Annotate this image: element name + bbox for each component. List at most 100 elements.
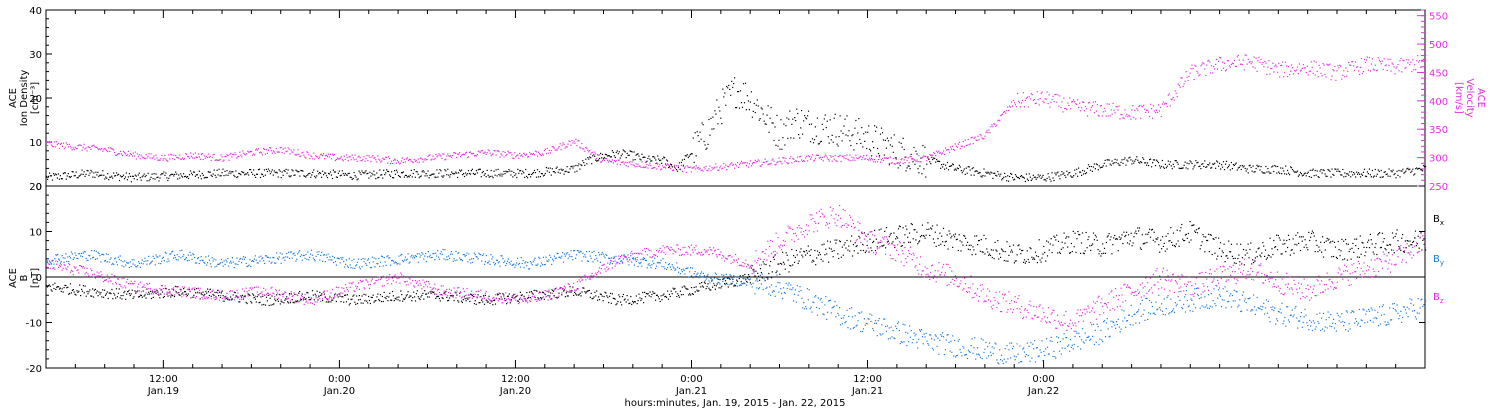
data-point-velocity (971, 136, 973, 138)
data-point-Bx (1406, 240, 1408, 242)
data-point-Bx (117, 292, 119, 294)
data-point-Bx (525, 300, 527, 302)
data-point-density (320, 172, 322, 174)
data-point-velocity (395, 162, 398, 164)
data-point-Bx (805, 254, 807, 256)
data-point-Bx (119, 297, 121, 299)
data-point-velocity (1006, 110, 1008, 112)
data-point-density (1091, 170, 1093, 172)
data-point-density (263, 169, 265, 171)
data-point-Bx (109, 292, 111, 294)
data-point-density (1253, 171, 1255, 173)
data-point-Bx (713, 284, 716, 286)
data-point-velocity (818, 157, 820, 159)
data-point-Bx (1089, 245, 1091, 247)
data-point-By (233, 267, 235, 269)
data-point-Bx (639, 297, 641, 299)
data-point-velocity (1077, 99, 1079, 101)
data-point-density (1312, 168, 1314, 170)
data-point-Bx (1068, 236, 1070, 238)
data-point-density (880, 127, 883, 129)
data-point-Bx (1324, 249, 1326, 251)
data-point-velocity (731, 162, 733, 164)
data-point-density (550, 174, 552, 176)
data-point-velocity (1066, 109, 1068, 111)
data-point-density (1081, 174, 1083, 176)
data-point-density (209, 171, 211, 173)
data-point-velocity (1015, 106, 1018, 108)
data-point-Bx (734, 285, 736, 287)
data-point-velocity (1259, 61, 1261, 63)
data-point-By (345, 259, 348, 261)
data-point-density (813, 139, 816, 141)
data-point-Bx (627, 299, 629, 301)
data-point-Bx (1019, 248, 1021, 250)
data-point-velocity (1325, 76, 1327, 78)
data-point-density (932, 158, 934, 161)
data-point-Bx (1105, 241, 1107, 244)
data-point-velocity (1263, 66, 1265, 68)
data-point-velocity (291, 151, 293, 153)
data-point-velocity (1046, 91, 1048, 93)
data-point-density (1033, 176, 1035, 178)
data-point-Bx (586, 290, 589, 292)
data-point-Bx (430, 292, 432, 294)
data-point-Bx (1070, 242, 1072, 245)
data-point-Bx (382, 300, 384, 303)
data-point-Bx (372, 294, 374, 296)
data-point-density (708, 118, 710, 121)
data-point-velocity (441, 157, 443, 160)
data-point-Bx (1258, 247, 1260, 249)
data-point-velocity (1002, 113, 1004, 115)
data-point-density (331, 177, 334, 180)
data-point-velocity (1208, 59, 1210, 61)
data-point-velocity (410, 160, 412, 162)
data-point-Bx (517, 300, 519, 302)
data-point-velocity (338, 158, 340, 160)
data-point-Bx (682, 294, 684, 296)
data-point-Bx (146, 288, 148, 290)
data-point-Bx (101, 296, 103, 298)
data-point-density (826, 120, 828, 122)
data-point-density (66, 175, 68, 177)
data-point-density (660, 159, 662, 161)
data-point-velocity (525, 154, 527, 156)
data-point-velocity (1403, 60, 1405, 62)
data-point-density (409, 174, 411, 176)
data-point-velocity (356, 160, 358, 162)
data-point-Bx (279, 303, 281, 305)
data-point-density (1366, 171, 1368, 173)
data-point-Bx (763, 263, 765, 265)
data-point-velocity (146, 157, 148, 159)
data-point-Bx (69, 283, 72, 285)
data-point-density (564, 170, 566, 173)
data-point-By (262, 257, 264, 259)
data-point-By (356, 261, 359, 263)
data-point-density (1337, 168, 1339, 170)
data-point-Bx (58, 288, 61, 290)
data-point-Bx (87, 293, 89, 295)
data-point-velocity (863, 155, 865, 157)
data-point-Bx (462, 299, 464, 301)
data-point-velocity (1376, 69, 1378, 71)
data-point-density (770, 107, 772, 109)
data-point-Bx (567, 295, 569, 297)
data-point-Bx (524, 297, 526, 299)
data-point-By (415, 255, 417, 258)
data-point-density (934, 157, 936, 160)
data-point-density (83, 171, 85, 173)
data-point-velocity (231, 156, 233, 158)
data-point-density (1386, 173, 1388, 175)
data-point-Bx (678, 294, 680, 297)
data-point-Bx (1142, 243, 1144, 245)
data-point-velocity (169, 158, 171, 160)
data-point-By (313, 258, 315, 261)
data-point-Bx (1402, 251, 1405, 253)
data-point-density (710, 117, 712, 119)
data-point-Bx (900, 245, 902, 247)
data-point-velocity (702, 170, 704, 172)
data-point-density (513, 171, 515, 174)
data-point-By (191, 258, 193, 260)
data-point-velocity (513, 157, 515, 159)
data-point-By (247, 265, 249, 267)
